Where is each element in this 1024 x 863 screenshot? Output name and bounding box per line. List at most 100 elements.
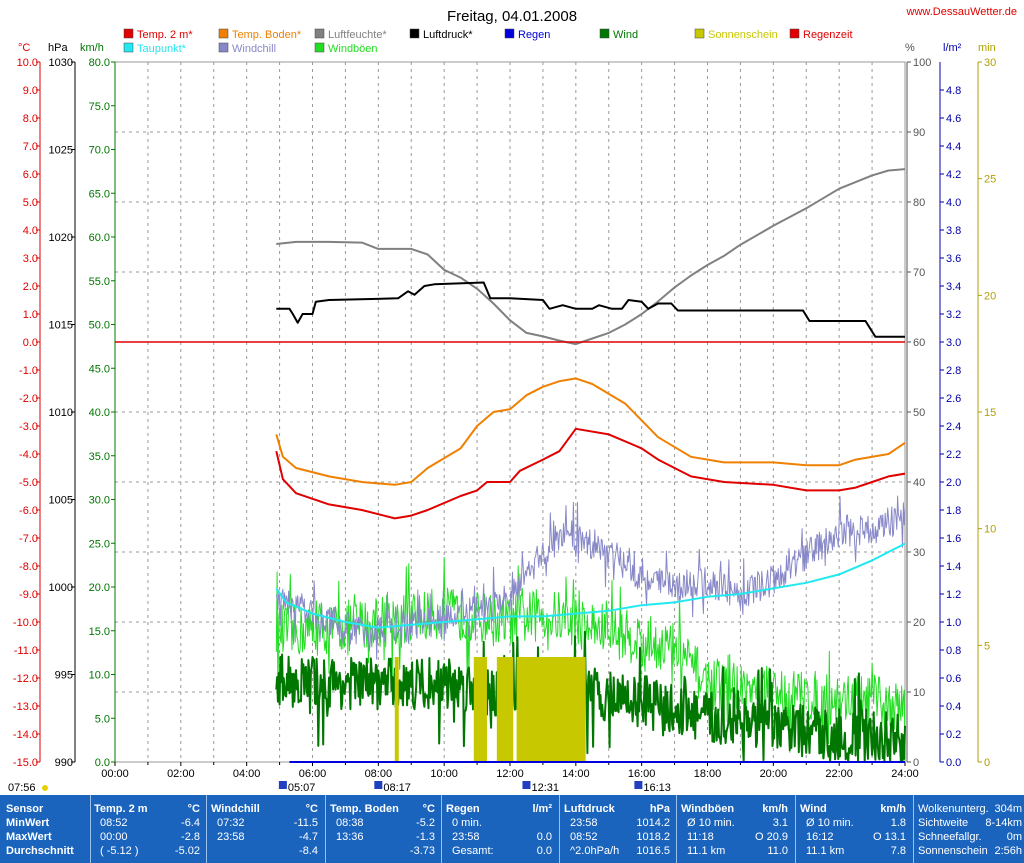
site-link[interactable]: www.DessauWetter.de xyxy=(906,6,1017,18)
x-tick-label: 02:00 xyxy=(167,768,195,780)
rain-tick-label: 4.2 xyxy=(946,169,961,181)
stat-value: 304m xyxy=(994,803,1022,815)
hum-tick-label: 70 xyxy=(913,267,925,279)
rain-tick-label: 1.8 xyxy=(946,505,961,517)
wind-tick-label: 40.0 xyxy=(89,407,110,419)
stat-row: 11.1 km 11.0 xyxy=(677,844,794,858)
stat-row: Ø 10 min. 1.8 xyxy=(796,816,912,830)
min-tick-label: 0 xyxy=(984,757,990,769)
stat-separator xyxy=(325,795,326,863)
press-tick-label: 1020 xyxy=(49,232,73,244)
stat-block-wind: Wind km/h Ø 10 min. 1.8 16:12 O 13.1 11.1 km 7.… xyxy=(796,795,912,863)
stat-row: 00:00 -2.8 xyxy=(90,830,206,844)
stat-label: 23:58 xyxy=(570,817,598,829)
hum-tick-label: 30 xyxy=(913,547,925,559)
stat-block-header: Temp. Boden °C xyxy=(326,802,441,816)
stat-title: Sensor xyxy=(6,803,44,815)
x-tick-label: 08:00 xyxy=(365,768,393,780)
stat-row: 08:38 -5.2 xyxy=(326,816,441,830)
stat-separator xyxy=(913,795,914,863)
rain-tick-label: 3.4 xyxy=(946,281,961,293)
stat-row-label: Durchschnitt xyxy=(6,845,74,857)
legend-swatch xyxy=(123,28,134,39)
sun-event-marker xyxy=(522,781,531,789)
temp-tick-label: 2.0 xyxy=(23,281,38,293)
wind-tick-label: 20.0 xyxy=(89,582,110,594)
temp-tick-label: -14.0 xyxy=(13,729,38,741)
press-tick-label: 1030 xyxy=(49,57,73,69)
sun-dot xyxy=(42,785,48,791)
temp-tick-label: -6.0 xyxy=(19,505,38,517)
stat-row: 16:12 O 13.1 xyxy=(796,830,912,844)
press-unit: hPa xyxy=(48,42,68,54)
stat-block-druck: Luftdruck hPa 23:58 1014.2 08:52 1018.2 ^2.0hP… xyxy=(560,795,676,863)
hum-tick-label: 100 xyxy=(913,57,931,69)
stat-row: Wolkenunterg. 304m xyxy=(914,802,1024,816)
stat-label: Gesamt: xyxy=(452,845,494,857)
rain-tick-label: 4.8 xyxy=(946,85,961,97)
temp-tick-label: 7.0 xyxy=(23,141,38,153)
hum-tick-label: 10 xyxy=(913,687,925,699)
rain-tick-label: 2.0 xyxy=(946,477,961,489)
sun-event-time: 05:07 xyxy=(288,782,316,794)
stat-label: 07:32 xyxy=(217,817,245,829)
legend-label: Taupunkt* xyxy=(137,43,187,55)
temp-tick-label: -1.0 xyxy=(19,365,38,377)
rain-tick-label: 3.2 xyxy=(946,309,961,321)
stat-block-header: Wind km/h xyxy=(796,802,912,816)
temp-tick-label: 6.0 xyxy=(23,169,38,181)
stat-value: 1.8 xyxy=(890,817,906,829)
stat-label: 00:00 xyxy=(100,831,128,843)
series-luftdruck xyxy=(276,281,905,338)
x-tick-label: 12:00 xyxy=(496,768,524,780)
x-tick-label: 14:00 xyxy=(562,768,590,780)
rain-tick-label: 3.6 xyxy=(946,253,961,265)
stat-title: Windböen xyxy=(681,803,735,815)
stat-title: Regen xyxy=(446,803,480,815)
legend-label: Temp. 2 m* xyxy=(137,29,193,41)
rain-tick-label: 0.2 xyxy=(946,729,961,741)
legend-swatch xyxy=(218,28,229,39)
stat-value: -5.2 xyxy=(416,817,435,829)
stat-value: O 13.1 xyxy=(872,831,906,843)
stat-label: 16:12 xyxy=(806,831,834,843)
x-tick-label: 18:00 xyxy=(694,768,722,780)
plot-area xyxy=(114,61,906,763)
rain-tick-label: 0.0 xyxy=(946,757,961,769)
stat-label: 08:52 xyxy=(100,817,128,829)
legend-swatch xyxy=(123,42,134,53)
stat-value: 1016.5 xyxy=(636,845,670,857)
hum-unit: % xyxy=(905,42,915,54)
press-tick-label: 1025 xyxy=(49,145,73,157)
hum-tick-label: 20 xyxy=(913,617,925,629)
legend-label: Windböen xyxy=(328,43,378,55)
stat-value: 7.8 xyxy=(890,845,906,857)
temp-tick-label: 4.0 xyxy=(23,225,38,237)
series-windb-en xyxy=(275,557,906,763)
stat-title: Temp. Boden xyxy=(330,803,399,815)
stat-separator xyxy=(795,795,796,863)
stat-block-header: Windchill °C xyxy=(207,802,324,816)
rain-tick-label: 0.8 xyxy=(946,645,961,657)
stat-unit: l/m² xyxy=(532,803,552,815)
stat-block-boeen: Windböen km/h Ø 10 min. 3.1 11:18 O 20.9 11.1 … xyxy=(677,795,794,863)
stat-title: Windchill xyxy=(211,803,260,815)
stat-block-header: Regen l/m² xyxy=(442,802,558,816)
stat-unit: °C xyxy=(187,803,200,815)
series-temp-boden xyxy=(275,377,906,486)
stat-label: 23:58 xyxy=(217,831,245,843)
rain-tick-label: 2.4 xyxy=(946,421,961,433)
stat-label: ^2.0hPa/h xyxy=(570,845,620,857)
stat-separator xyxy=(441,795,442,863)
hum-tick-label: 80 xyxy=(913,197,925,209)
wind-tick-label: 65.0 xyxy=(89,188,110,200)
rain-tick-label: 1.4 xyxy=(946,561,961,573)
sunshine-bar xyxy=(516,657,586,762)
stat-value: 1014.2 xyxy=(636,817,670,829)
hum-tick-label: 90 xyxy=(913,127,925,139)
stat-value: -1.3 xyxy=(416,831,435,843)
stat-label: 11:18 xyxy=(687,831,714,843)
legend-label: Windchill xyxy=(232,43,276,55)
sun-event-marker xyxy=(278,781,287,789)
stat-label: 23:58 xyxy=(452,831,480,843)
